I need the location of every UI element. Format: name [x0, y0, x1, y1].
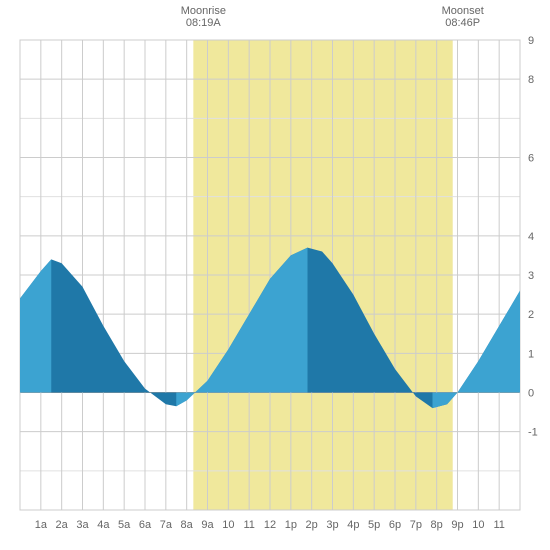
svg-text:7a: 7a [160, 519, 173, 531]
svg-text:10: 10 [222, 519, 234, 531]
svg-text:5p: 5p [368, 519, 380, 531]
svg-text:8: 8 [528, 74, 534, 86]
moonrise-label: Moonrise 08:19A [163, 5, 243, 29]
svg-text:3a: 3a [76, 519, 89, 531]
svg-text:8p: 8p [431, 519, 443, 531]
moonrise-time: 08:19A [163, 17, 243, 29]
svg-text:4p: 4p [347, 519, 359, 531]
svg-text:4a: 4a [97, 519, 110, 531]
svg-text:11: 11 [243, 519, 254, 531]
moonset-time: 08:46P [423, 17, 503, 29]
svg-text:10: 10 [472, 519, 484, 531]
svg-text:3: 3 [528, 270, 534, 282]
svg-text:2p: 2p [306, 519, 318, 531]
svg-text:9p: 9p [451, 519, 463, 531]
svg-text:8a: 8a [181, 519, 194, 531]
svg-text:2: 2 [528, 309, 534, 321]
svg-text:7p: 7p [410, 519, 422, 531]
svg-text:-1: -1 [528, 427, 538, 439]
moonset-label: Moonset 08:46P [423, 5, 503, 29]
moonrise-title: Moonrise [163, 5, 243, 17]
svg-text:1a: 1a [35, 519, 48, 531]
svg-text:9a: 9a [201, 519, 214, 531]
tide-chart: -1012346891a2a3a4a5a6a7a8a9a1011121p2p3p… [0, 0, 550, 550]
svg-text:5a: 5a [118, 519, 131, 531]
svg-text:1p: 1p [285, 519, 297, 531]
chart-svg: -1012346891a2a3a4a5a6a7a8a9a1011121p2p3p… [0, 0, 550, 550]
svg-text:11: 11 [493, 519, 504, 531]
svg-text:6p: 6p [389, 519, 401, 531]
svg-text:6: 6 [528, 153, 534, 165]
svg-text:6a: 6a [139, 519, 152, 531]
svg-text:9: 9 [528, 35, 534, 47]
svg-text:1: 1 [528, 348, 534, 360]
svg-text:3p: 3p [326, 519, 338, 531]
moonset-title: Moonset [423, 5, 503, 17]
svg-text:4: 4 [528, 231, 534, 243]
svg-text:12: 12 [264, 519, 276, 531]
svg-text:2a: 2a [56, 519, 69, 531]
svg-text:0: 0 [528, 388, 534, 400]
